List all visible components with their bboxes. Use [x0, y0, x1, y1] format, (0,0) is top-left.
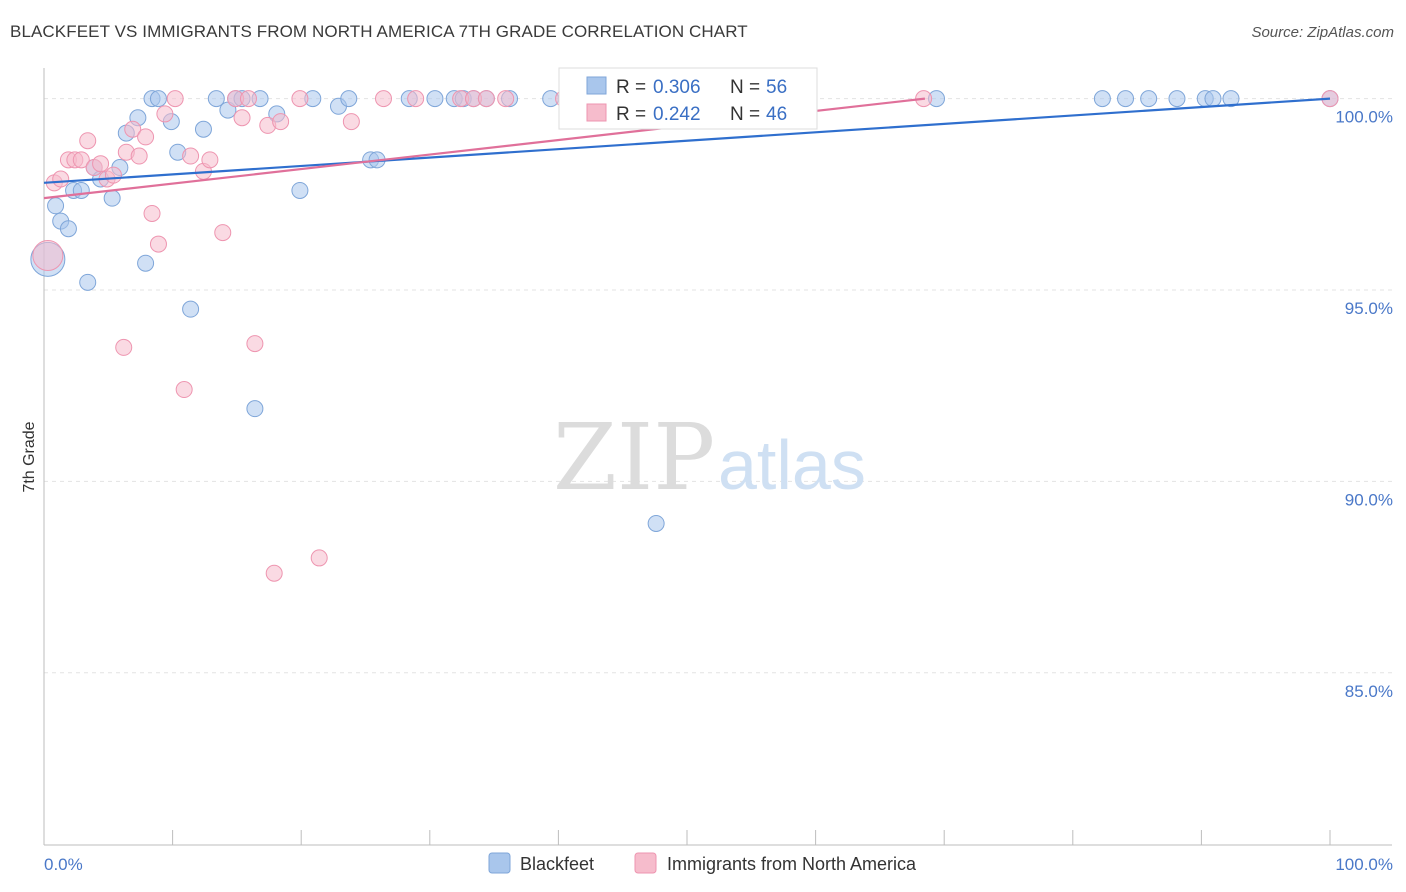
- blackfeet-point: [246, 400, 264, 418]
- series-legend: Blackfeet Immigrants from North America: [488, 852, 917, 874]
- legend-n-label: N =: [730, 77, 760, 98]
- blackfeet-point: [1168, 90, 1186, 108]
- immigrants-point: [149, 235, 167, 253]
- immigrants-point: [272, 113, 290, 131]
- immigrants-point: [104, 166, 122, 184]
- blackfeet-point: [647, 514, 665, 532]
- immigrants-point: [156, 105, 174, 123]
- immigrants-point: [239, 90, 257, 108]
- legend-bottom-swatch-immigrants: [634, 852, 657, 874]
- watermark-zip: ZIP: [553, 404, 715, 511]
- gridlines: [44, 98, 1392, 674]
- blackfeet-point: [47, 197, 65, 215]
- blackfeet-point: [72, 181, 90, 199]
- y-tick-label: 90.0%: [1345, 490, 1393, 509]
- blackfeet-point: [1222, 90, 1240, 108]
- immigrants-point: [72, 151, 90, 169]
- legend-r-label: R =: [616, 77, 646, 98]
- blackfeet-point: [340, 90, 358, 108]
- x-tick-label: 0.0%: [44, 855, 83, 874]
- blackfeet-point: [103, 189, 121, 207]
- legend-bottom-label-immigrants: Immigrants from North America: [667, 854, 917, 874]
- blackfeet-point: [79, 273, 97, 291]
- immigrants-point: [214, 224, 232, 242]
- immigrants-point: [310, 549, 328, 567]
- immigrants-point: [201, 151, 219, 169]
- zipatlas-watermark: ZIP atlas: [553, 404, 866, 511]
- immigrants-point: [130, 147, 148, 165]
- immigrants-point: [265, 564, 283, 582]
- legend-n-value-immigrants: 46: [766, 104, 787, 125]
- blackfeet-point: [59, 220, 77, 238]
- immigrants-point: [407, 90, 425, 108]
- blackfeet-point: [291, 181, 309, 199]
- immigrants-point: [175, 381, 193, 399]
- immigrants-point: [124, 120, 142, 138]
- immigrants-point: [246, 335, 264, 353]
- immigrants-point: [166, 90, 184, 108]
- legend-swatch-blackfeet: [586, 76, 607, 95]
- chart-title: BLACKFEET VS IMMIGRANTS FROM NORTH AMERI…: [10, 22, 748, 41]
- immigrants-point: [233, 109, 251, 127]
- source-label: Source: ZipAtlas.com: [1251, 24, 1394, 41]
- legend-swatch-immigrants: [586, 103, 607, 122]
- immigrants-point: [375, 90, 393, 108]
- immigrants-point: [92, 155, 110, 173]
- blackfeet-point: [149, 90, 167, 108]
- y-axis-label: 7th Grade: [21, 421, 38, 492]
- immigrants-point: [477, 90, 495, 108]
- immigrants-point: [52, 170, 70, 188]
- blackfeet-point: [426, 90, 444, 108]
- immigrants-point: [32, 240, 64, 272]
- immigrants-point: [497, 90, 515, 108]
- immigrants-point: [143, 204, 161, 222]
- immigrants-point: [342, 113, 360, 131]
- legend-r-value-blackfeet: 0.306: [653, 77, 701, 98]
- blackfeet-point: [1117, 90, 1135, 108]
- blackfeet-point: [1204, 90, 1222, 108]
- tick-labels: 85.0% 90.0% 95.0% 100.0% 0.0% 100.0%: [44, 108, 1393, 874]
- blackfeet-point: [137, 254, 155, 272]
- immigrants-point: [79, 132, 97, 150]
- blackfeet-point: [207, 90, 225, 108]
- blackfeet-point: [1140, 90, 1158, 108]
- legend-bottom-swatch-blackfeet: [488, 852, 511, 874]
- legend-r-label: R =: [616, 104, 646, 125]
- watermark-atlas: atlas: [718, 426, 866, 504]
- correlation-legend: R = 0.306 N = 56 R = 0.242 N = 46: [558, 67, 818, 130]
- immigrants-point: [182, 147, 200, 165]
- y-tick-label: 100.0%: [1335, 108, 1393, 127]
- immigrants-point: [137, 128, 155, 146]
- blackfeet-trend-line: [43, 97, 1331, 184]
- immigrants-point: [115, 338, 133, 356]
- y-tick-label: 85.0%: [1345, 682, 1393, 701]
- legend-bottom-label-blackfeet: Blackfeet: [520, 854, 594, 874]
- y-tick-label: 95.0%: [1345, 299, 1393, 318]
- legend-n-value-blackfeet: 56: [766, 77, 787, 98]
- blackfeet-point: [182, 300, 200, 318]
- legend-r-value-immigrants: 0.242: [653, 104, 701, 125]
- legend-n-label: N =: [730, 104, 760, 125]
- data-points: [30, 90, 1339, 582]
- x-tick-label: 100.0%: [1335, 855, 1393, 874]
- blackfeet-point: [1093, 90, 1111, 108]
- immigrants-point: [291, 90, 309, 108]
- blackfeet-point: [194, 120, 212, 138]
